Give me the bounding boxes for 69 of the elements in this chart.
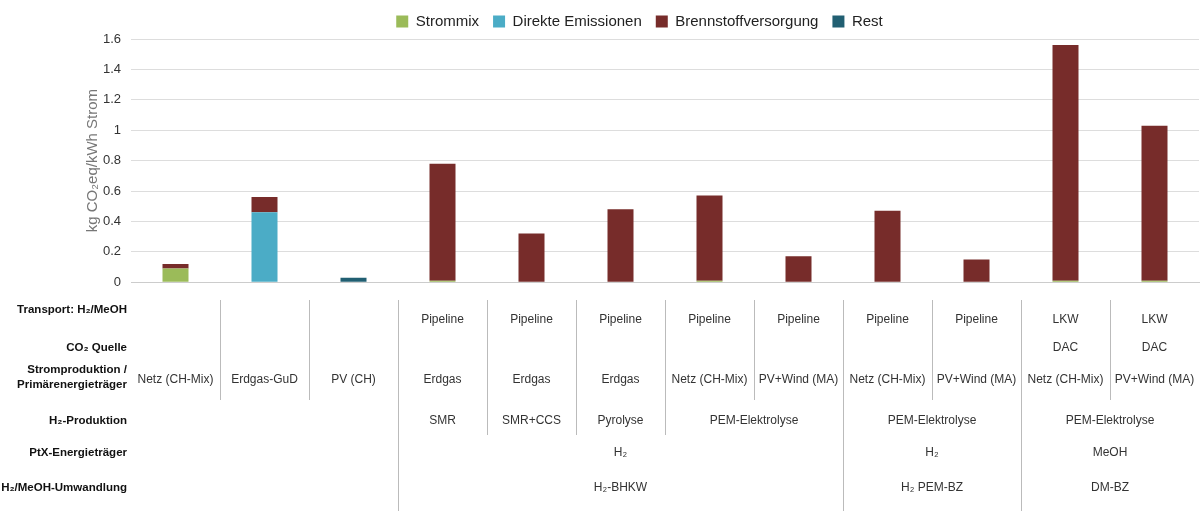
text: PEM-Elektrolyse: [886, 413, 978, 428]
legend-label: Direkte Emissionen: [512, 11, 642, 29]
text: H₂-Produktion: [48, 413, 127, 428]
text: Erdgas: [422, 372, 463, 387]
text: LKW: [1140, 312, 1169, 327]
text: Netz (CH-Mix): [848, 372, 927, 387]
legend-label: Rest: [851, 11, 884, 29]
text: CO₂ Quelle: [65, 340, 127, 355]
legend-label: Brennstoffversorgung: [675, 11, 819, 29]
text: H₂: [612, 445, 629, 460]
text: PV+Wind (MA): [935, 372, 1018, 387]
text: H₂-BHKW: [592, 480, 649, 495]
text: DAC: [1140, 340, 1169, 355]
y-tick-label: 1.2: [102, 91, 121, 107]
y-tick-label: 0: [113, 273, 121, 289]
bar: [162, 263, 189, 269]
text: Pipeline: [420, 312, 465, 327]
y-tick-label: 1.4: [102, 60, 121, 76]
text: Transport: H₂/MeOH: [16, 302, 127, 317]
bar: [1052, 45, 1079, 281]
text: SMR+CCS: [501, 413, 562, 428]
text: Netz (CH-Mix): [670, 372, 749, 387]
text: H₂/MeOH-Umwandlung: [0, 480, 127, 495]
text: PEM-Elektrolyse: [708, 413, 800, 428]
text: Erdgas: [511, 372, 552, 387]
bar: [429, 163, 456, 281]
legend-label: Strommix: [415, 11, 480, 29]
text: Erdgas: [600, 372, 641, 387]
text: Erdgas-GuD: [230, 372, 299, 387]
y-tick-label: 0.4: [102, 212, 121, 228]
text: Pipeline: [865, 312, 910, 327]
y-tick-label: 1.6: [102, 30, 121, 46]
text: DM-BZ: [1090, 480, 1130, 495]
text: MeOH: [1091, 445, 1129, 460]
y-tick-label: 1: [113, 121, 121, 137]
text: Pipeline: [776, 312, 821, 327]
y-axis-title: kg CO₂eq/kWh Strom: [83, 88, 101, 233]
bar: [607, 209, 634, 282]
text: Pyrolyse: [596, 413, 645, 428]
text: DAC: [1051, 340, 1080, 355]
text: Pipeline: [509, 312, 554, 327]
y-tick-label: 0.2: [102, 243, 121, 259]
text: SMR: [428, 413, 457, 428]
text: Netz (CH-Mix): [1026, 372, 1105, 387]
bar: [162, 268, 189, 282]
text: H₂: [924, 445, 940, 460]
bar: [785, 256, 812, 282]
text: Netz (CH-Mix): [136, 372, 215, 387]
y-tick-label: 0.8: [102, 152, 121, 168]
text: Pipeline: [598, 312, 643, 327]
text: PV+Wind (MA): [1113, 372, 1196, 387]
bar: [963, 259, 990, 282]
y-tick-label: 0.6: [102, 182, 121, 198]
text: LKW: [1051, 312, 1080, 327]
text: Pipeline: [687, 312, 732, 327]
text: H₂ PEM-BZ: [900, 480, 964, 495]
bar: [518, 233, 545, 282]
text: PV+Wind (MA): [757, 372, 840, 387]
bar: [696, 195, 723, 281]
text: PV (CH): [330, 372, 377, 387]
text: PtX-Energieträger: [28, 445, 127, 460]
text: PEM-Elektrolyse: [1064, 413, 1156, 428]
bar: [251, 212, 278, 282]
bar: [251, 197, 278, 213]
text: Pipeline: [954, 312, 999, 327]
bar: [1141, 125, 1168, 281]
text: Stromproduktion / Primärenergieträger: [16, 362, 127, 392]
bar: [340, 277, 367, 282]
bar: [874, 210, 901, 282]
